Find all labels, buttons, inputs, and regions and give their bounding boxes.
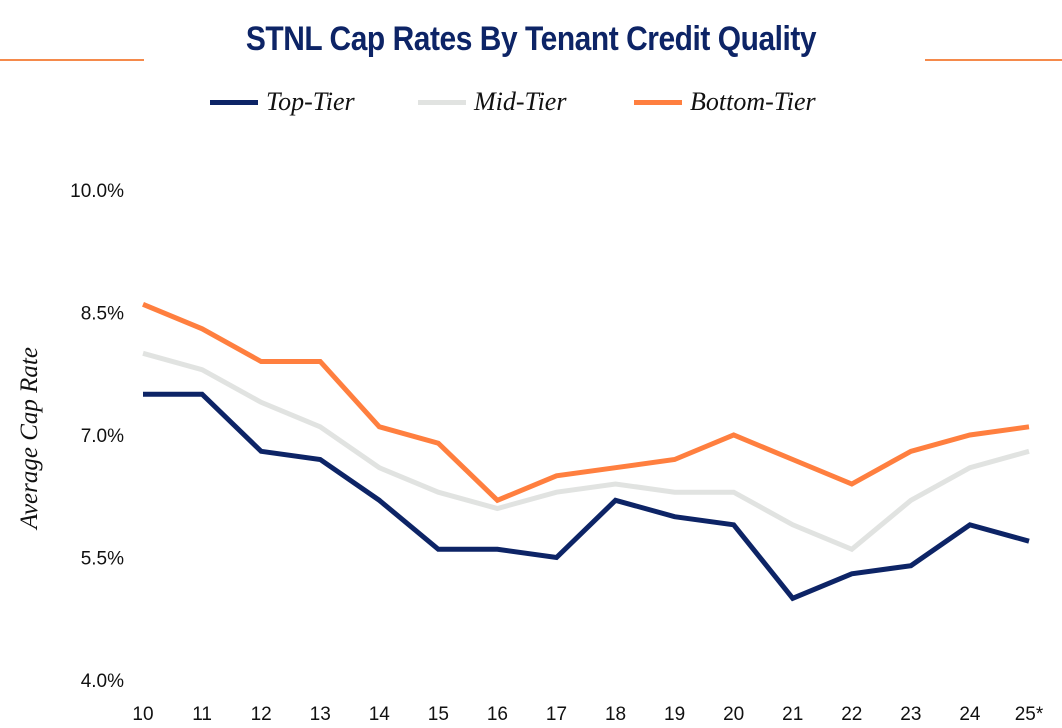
series-line-top-tier bbox=[143, 391, 1030, 602]
x-tick-label: 16 bbox=[487, 704, 508, 725]
series-line-mid-tier bbox=[142, 350, 1030, 553]
legend-item-mid-tier: Mid-Tier bbox=[418, 84, 566, 120]
y-tick-label: 10.0% bbox=[70, 181, 124, 202]
series-lines bbox=[142, 301, 1030, 602]
title-rule-right bbox=[925, 59, 1062, 61]
legend-item-bottom-tier: Bottom-Tier bbox=[634, 84, 816, 120]
y-tick-label: 5.5% bbox=[81, 549, 124, 570]
x-tick-label: 15 bbox=[428, 704, 449, 725]
legend-label-top-tier: Top-Tier bbox=[266, 87, 355, 116]
x-tick-label: 10 bbox=[132, 704, 153, 725]
x-tick-label: 24 bbox=[959, 704, 981, 725]
legend-label-mid-tier: Mid-Tier bbox=[474, 87, 567, 116]
x-tick-label: 18 bbox=[605, 704, 626, 725]
y-tick-label: 4.0% bbox=[81, 671, 124, 692]
x-tick-label: 20 bbox=[723, 704, 744, 725]
x-tick-label: 21 bbox=[782, 704, 803, 725]
y-tick-label: 8.5% bbox=[81, 304, 124, 325]
x-tick-label: 25* bbox=[1015, 704, 1044, 725]
chart-title: STNL Cap Rates By Tenant Credit Quality bbox=[245, 20, 817, 58]
title-rule-left bbox=[0, 59, 144, 61]
x-tick-label: 23 bbox=[900, 704, 921, 725]
x-tick-label: 17 bbox=[546, 704, 567, 725]
x-tick-label: 22 bbox=[841, 704, 862, 725]
legend-swatch-mid-tier bbox=[418, 99, 466, 105]
x-tick-label: 19 bbox=[664, 704, 685, 725]
x-tick-label: 11 bbox=[192, 704, 212, 725]
legend: Top-Tier Mid-Tier Bottom-Tier bbox=[0, 84, 1062, 120]
legend-swatch-top-tier bbox=[210, 99, 258, 105]
x-tick-label: 14 bbox=[369, 704, 391, 725]
x-tick-label: 13 bbox=[310, 704, 331, 725]
x-tick-label: 12 bbox=[251, 704, 272, 725]
y-axis-ticks: 4.0% 5.5% 7.0% 8.5% 10.0% bbox=[70, 181, 124, 692]
series-line-bottom-tier bbox=[142, 301, 1030, 504]
x-axis-ticks: 10 11 12 13 14 15 16 17 18 19 20 21 22 23 24 25* bbox=[132, 704, 1043, 725]
legend-label-bottom-tier: Bottom-Tier bbox=[690, 87, 816, 116]
legend-swatch-bottom-tier bbox=[634, 99, 682, 105]
y-tick-label: 7.0% bbox=[81, 426, 124, 447]
title-row bbox=[0, 18, 1062, 68]
legend-item-top-tier: Top-Tier bbox=[210, 84, 355, 120]
